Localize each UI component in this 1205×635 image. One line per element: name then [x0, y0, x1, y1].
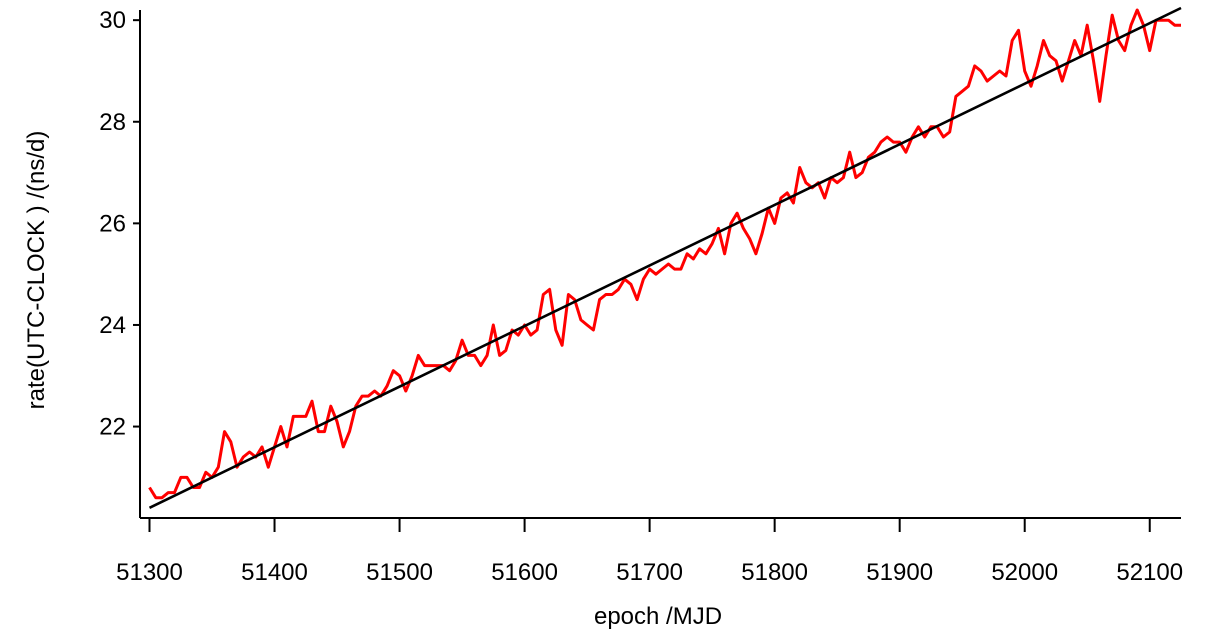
series-line-rate [148, 8, 1181, 500]
x-tick-label: 51600 [491, 559, 558, 586]
plot-area: 22 24 26 28 30 51300 51400 51500 51600 51700 5180… [99, 6, 1183, 586]
y-axis-title: rate(UTC-CLOCK ) /(ns/d) [23, 131, 50, 410]
x-tick-label: 51400 [241, 559, 308, 586]
y-tick-label: 24 [99, 312, 126, 339]
x-axis-title: epoch /MJD [594, 603, 722, 630]
y-axis-ticks: 22 24 26 28 30 [99, 7, 140, 441]
x-tick-label: 51800 [741, 559, 808, 586]
x-tick-label: 51700 [616, 559, 683, 586]
y-tick-label: 30 [99, 7, 126, 34]
series-line-fit [148, 6, 1182, 509]
series-layer [148, 6, 1182, 509]
x-tick-label: 51900 [866, 559, 933, 586]
x-tick-label: 51500 [366, 559, 433, 586]
y-tick-label: 22 [99, 414, 126, 441]
y-tick-label: 28 [99, 109, 126, 136]
y-tick-label: 26 [99, 210, 126, 237]
x-tick-label: 52100 [1116, 559, 1183, 586]
x-axis-ticks: 51300 51400 51500 51600 51700 51800 51900 52000… [116, 518, 1183, 586]
x-tick-label: 51300 [116, 559, 183, 586]
x-tick-label: 52000 [991, 559, 1058, 586]
